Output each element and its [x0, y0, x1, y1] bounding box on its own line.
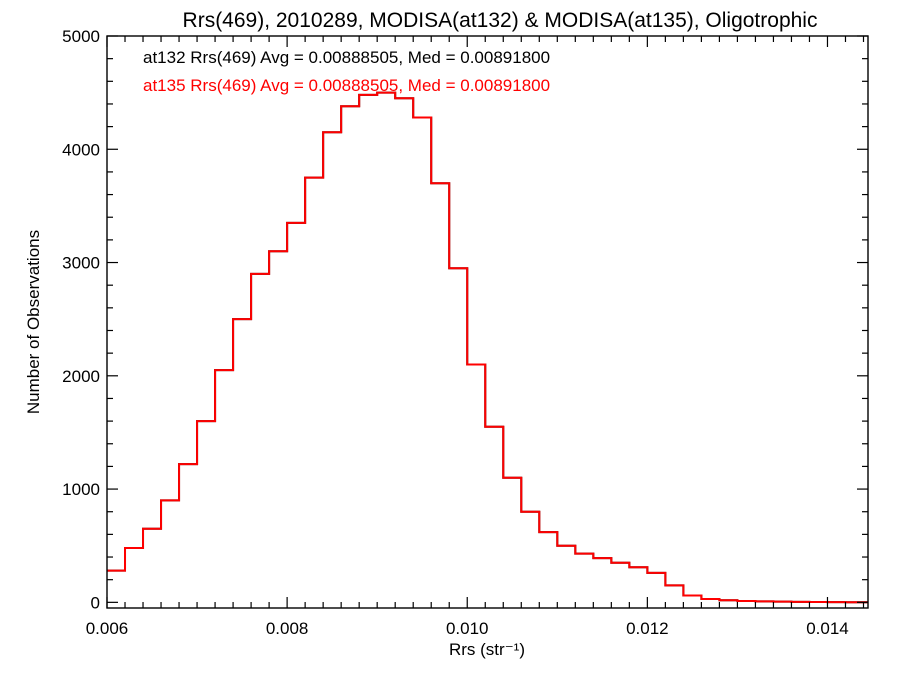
x-axis-ticks: 0.006 0.008 0.010 0.012 0.014: [86, 36, 865, 638]
x-tick-label: 0.014: [806, 619, 849, 638]
series-line-at132: [107, 91, 868, 604]
y-tick-label: 5000: [62, 27, 100, 46]
series-line-at135: [107, 91, 868, 604]
x-axis-label: Rrs (str⁻¹): [449, 640, 525, 659]
annotation-at135: at135 Rrs(469) Avg = 0.00888505, Med = 0…: [143, 76, 550, 95]
x-tick-label: 0.010: [446, 619, 489, 638]
plot-frame: [106, 35, 869, 609]
y-tick-label: 2000: [62, 367, 100, 386]
y-tick-label: 3000: [62, 254, 100, 273]
y-axis-label: Number of Observations: [24, 230, 43, 414]
series-layer: [107, 91, 868, 604]
annotation-at132: at132 Rrs(469) Avg = 0.00888505, Med = 0…: [143, 48, 550, 67]
y-tick-label: 1000: [62, 480, 100, 499]
x-tick-label: 0.006: [86, 619, 129, 638]
x-tick-label: 0.008: [266, 619, 309, 638]
x-tick-label: 0.012: [626, 619, 669, 638]
y-tick-label: 0: [91, 593, 100, 612]
stats-annotations: at132 Rrs(469) Avg = 0.00888505, Med = 0…: [143, 48, 550, 95]
y-tick-label: 4000: [62, 140, 100, 159]
chart-title: Rrs(469), 2010289, MODISA(at132) & MODIS…: [183, 9, 818, 32]
y-axis-ticks: 0 1000 2000 3000 4000 5000: [62, 27, 868, 612]
